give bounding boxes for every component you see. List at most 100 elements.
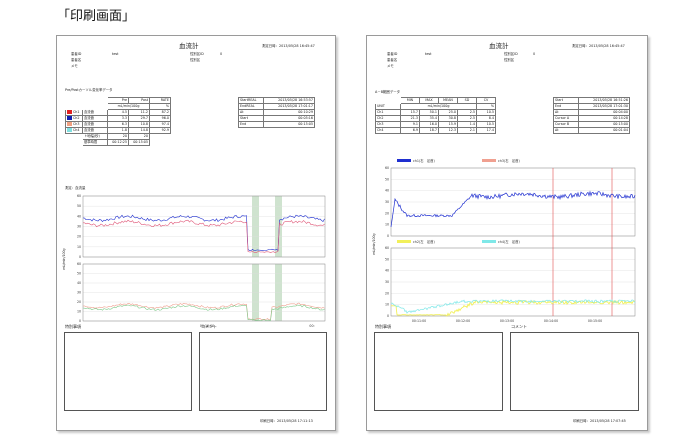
x-tick-label: 00:15:00	[588, 319, 602, 323]
footer-pre: 00:12:25	[107, 139, 129, 146]
y-tick-label: 60	[77, 262, 81, 266]
range-table: MIN MAX MEAN SD CV UNIT mL/min/100g % Ch…	[375, 97, 496, 134]
legend-swatch	[482, 159, 496, 162]
sex-id-label: 性別区ID	[504, 52, 518, 56]
row-rate: 92.9	[149, 127, 171, 134]
y-tick-label: 60	[385, 246, 389, 250]
notes-label: 特別事項	[65, 324, 81, 329]
ch1-line	[390, 190, 636, 227]
y-tick-label: 40	[385, 269, 389, 273]
y-tick-label: 10	[385, 223, 389, 227]
plot-frame	[390, 167, 636, 237]
table-row: End 00:15:05	[238, 121, 315, 128]
time-value: 00:15:05	[263, 121, 315, 128]
legend-label: ch2(左 足首)	[413, 239, 435, 244]
page-title: 血流計	[489, 42, 509, 50]
y-tick-label: 10	[385, 303, 389, 307]
patient-id-label: 患者ID	[387, 52, 398, 56]
row-ch: Ch1	[73, 110, 80, 114]
blood-flow-chart: 60 50 40 30 20 10 0 60 50 40 30 20 10 0 mL/min/100g 00:…	[62, 194, 326, 328]
patient-id-value: test	[112, 52, 119, 56]
y-tick-label: 20	[77, 300, 81, 304]
comment-label: コメント	[511, 324, 527, 329]
patient-id-label: 患者ID	[71, 52, 82, 56]
sex-id-value: 0	[220, 52, 223, 56]
page-title: 血流計	[179, 42, 199, 50]
y-tick-label: 50	[385, 177, 389, 181]
plot-frame	[390, 247, 636, 317]
gender-label: 性別区	[190, 58, 201, 62]
table-row: Ch4 血流値 1.8 14.8 92.9	[65, 127, 171, 134]
y-tick-label: 10	[77, 245, 81, 249]
section-title: A－B範囲データ	[375, 90, 400, 94]
y-tick-label: 40	[77, 214, 81, 218]
y-tick-label: 40	[385, 189, 389, 193]
cell: 2.1	[457, 127, 477, 134]
y-tick-label: 0	[79, 319, 81, 323]
y-tick-label: 10	[77, 310, 81, 314]
memo-label: メモ	[387, 64, 394, 68]
row-ch: Ch4	[375, 127, 401, 134]
sex-id-label: 性別区ID	[190, 52, 204, 56]
patient-name-label: 患者名	[71, 58, 82, 62]
x-tick-label: 00:14:00	[544, 319, 558, 323]
legend-swatch	[482, 240, 496, 243]
cell: 18.7	[419, 127, 439, 134]
measure-datetime: 測定日時：2013/05/28 16:45:47	[572, 44, 625, 48]
measure-datetime: 測定日時：2013/05/28 16:45:47	[262, 44, 315, 48]
y-tick-label: 50	[385, 257, 389, 261]
y-tick-label: 50	[77, 204, 81, 208]
y-tick-label: 40	[77, 281, 81, 285]
row-ch: Ch2	[73, 116, 80, 120]
table-row: Ch1 血流値 4.5 11.2 87.2	[65, 109, 171, 116]
ch4-line	[390, 299, 636, 314]
legend-label: ch3(右 足首)	[498, 158, 520, 163]
time-table: StartREAL 2013/05/28 16:53:57 EndREAL 2013…	[238, 97, 315, 128]
time-key: End	[238, 121, 264, 128]
time-table: Start 2013/05/28 16:51:26 End 2013/05/28 1…	[553, 97, 630, 134]
cell: 17.4	[476, 127, 496, 134]
gender-label: 性別区	[504, 58, 515, 62]
blood-flow-chart: ch1(右 足首) ch3(右 足首) ch2(左 足首) ch4(左 足首) 60 50…	[372, 158, 636, 323]
y-tick-label: 0	[387, 234, 389, 238]
legend-swatch	[397, 159, 411, 162]
y-axis-label: mL/min/100g	[62, 248, 66, 269]
y-tick-label: 30	[385, 200, 389, 204]
comment-label: コメント	[201, 324, 217, 329]
y-tick-label: 60	[385, 166, 389, 170]
sex-id-value: 0	[533, 52, 536, 56]
table-row: Ch1 15.7 50.1 25.0 2.5 10.5	[375, 109, 496, 116]
memo-label: メモ	[71, 64, 78, 68]
print-date: 印刷日時：2013/05/28 17:07:45	[573, 419, 626, 423]
section-title: Pre/Postカーソル変化率データ	[65, 88, 113, 92]
time-key: Δt	[553, 127, 579, 134]
comment-box[interactable]	[510, 332, 639, 411]
print-page-1: 血流計 測定日時：2013/05/28 16:45:47 患者ID test 患…	[56, 35, 336, 431]
y-axis-label: mL/min/100g	[372, 233, 376, 254]
footer-post: 00:15:05	[128, 139, 150, 146]
table-row: 基準時間 00:12:25 00:15:05	[66, 139, 171, 146]
y-tick-label: 0	[387, 314, 389, 318]
y-tick-label: 20	[385, 291, 389, 295]
y-tick-label: 30	[385, 280, 389, 284]
notes-box[interactable]	[64, 332, 192, 411]
y-tick-label: 30	[77, 225, 81, 229]
table-row: Ch2 血流値 3.3 29.7 96.0	[65, 115, 171, 122]
notes-box[interactable]	[374, 332, 503, 411]
plot-frame	[82, 263, 326, 322]
chart-label: 測定：血流量	[65, 186, 86, 190]
print-date: 印刷日時：2013/05/28 17:11:13	[260, 419, 313, 423]
table-row: Δt 00:01:04	[553, 127, 630, 134]
comment-box[interactable]	[199, 332, 327, 411]
ch4-line	[82, 304, 325, 321]
plot-frame	[82, 195, 326, 258]
y-tick-label: 50	[77, 272, 81, 276]
patient-id-value: test	[425, 52, 432, 56]
y-tick-label: 30	[77, 291, 81, 295]
ch2-line	[82, 214, 325, 252]
x-tick-label: 00:13:00	[500, 319, 514, 323]
ch2-line	[391, 299, 636, 317]
print-page-2: 血流計 測定日時：2013/05/28 16:45:47 患者ID test 患…	[366, 35, 648, 431]
y-tick-label: 20	[385, 211, 389, 215]
legend-swatch	[397, 240, 411, 243]
